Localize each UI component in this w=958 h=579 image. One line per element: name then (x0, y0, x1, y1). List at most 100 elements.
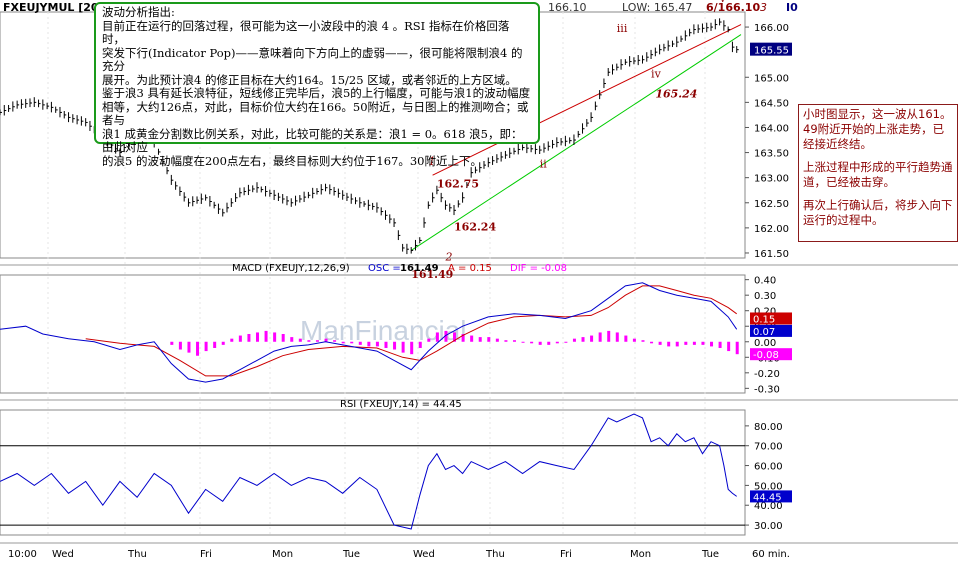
macd-histogram-bar (213, 341, 217, 348)
macd-histogram-bar (307, 340, 311, 342)
wave-analysis-note: 波动分析指出: 目前正在运行的回落过程，很可能为这一小波段中的浪 4 。RSI … (94, 2, 540, 167)
macd-histogram-bar (478, 337, 482, 342)
macd-histogram-bar (598, 332, 602, 342)
wave-annotation: iv (651, 67, 662, 80)
x-tick-label: Tue (342, 549, 360, 560)
macd-histogram-bar (170, 341, 174, 345)
macd-histogram-bar (435, 332, 439, 342)
wave-annotation: 162.24 (454, 220, 496, 233)
analysis-line: 的浪5 的波动幅度在200点左右，最终目标则大约位于167。30附近上下。 (102, 153, 483, 168)
x-tick-label: Thu (485, 549, 505, 560)
macd-histogram-bar (341, 341, 345, 344)
macd-histogram-bar (718, 341, 722, 348)
wave-annotation: v (719, 0, 727, 5)
macd-histogram-bar (547, 341, 551, 345)
wave-annotation: iii (617, 22, 628, 35)
macd-histogram-bar (701, 341, 705, 345)
macd-histogram-bar (487, 337, 491, 342)
price-tick-label: 161.50 (754, 249, 789, 260)
wave-annotation: 165.24 (655, 87, 697, 100)
macd-value-tag-label: 0.07 (753, 327, 775, 338)
price-tick-label: 162.50 (754, 199, 789, 210)
analysis-line: 目前正在运行的回落过程，很可能为这一小波段中的浪 4 。RSI 指标在价格回落时… (102, 18, 510, 46)
x-tick-label: Wed (413, 549, 435, 560)
date-hint-prefix: 6/ (706, 1, 718, 14)
macd-histogram-bar (178, 341, 182, 350)
analysis-line: 展开。为此预计浪4 的修正目标在大约164。15/25 区域，或者邻近的上方区域… (102, 72, 517, 87)
macd-histogram-bar (273, 332, 277, 342)
macd-histogram-bar (410, 341, 414, 355)
analysis-line: 相等，大约126点，对此，目标价位大约在166。50附近，与日图上的推测吻合；或… (102, 99, 529, 127)
trailing-label: I0 (786, 1, 798, 14)
x-tick-label: Mon (272, 549, 293, 560)
macd-histogram-bar (427, 338, 431, 342)
macd-histogram-bar (384, 341, 388, 348)
macd-value-tag (750, 348, 792, 361)
last-price-header: 166.10 (548, 1, 587, 14)
macd-histogram-bar (641, 340, 645, 342)
macd-histogram-bar (230, 338, 234, 342)
macd-histogram-bar (453, 332, 457, 342)
macd-histogram-bar (470, 335, 474, 342)
macd-histogram-bar (692, 341, 696, 345)
price-tick-label: 165.00 (754, 73, 789, 84)
macd-histogram-bar (684, 341, 688, 345)
macd-histogram-bar (333, 340, 337, 342)
macd-value-tag (750, 312, 792, 325)
macd-histogram-bar (658, 341, 662, 345)
macd-value-tag-label: -0.08 (753, 350, 779, 361)
x-tick-label: Fri (560, 549, 572, 560)
macd-histogram-bar (538, 341, 542, 345)
rsi-tick-label: 80.00 (754, 422, 783, 433)
macd-histogram-bar (512, 340, 516, 342)
macd-histogram-bar (444, 330, 448, 342)
wave-annotation: 162.75 (437, 178, 479, 191)
macd-histogram-bar (667, 341, 671, 347)
macd-histogram-bar (290, 337, 294, 342)
price-tick-label: 163.50 (754, 149, 789, 160)
macd-histogram-bar (238, 335, 242, 342)
x-tick-label: Wed (52, 549, 74, 560)
macd-histogram-bar (624, 335, 628, 342)
macd-histogram-bar (504, 340, 508, 342)
macd-histogram-bar (393, 341, 397, 350)
wave-annotation: 2 (444, 251, 452, 264)
macd-histogram-bar (615, 332, 619, 342)
macd-tick-label: 0.40 (754, 276, 776, 287)
macd-tick-label: 0.30 (754, 291, 776, 302)
rsi-value-tag (750, 490, 792, 503)
rsi-tick-label: 60.00 (754, 462, 783, 473)
x-tick-label: Tue (701, 549, 719, 560)
high-price-value: 166.10 (717, 1, 761, 14)
low-price-label: LOW: 165.47 (622, 1, 693, 14)
macd-histogram-bar (418, 341, 422, 348)
macd-histogram-bar (461, 334, 465, 342)
rsi-tick-label: 50.00 (754, 481, 783, 492)
macd-dif-label: DIF = -0.08 (510, 263, 567, 274)
macd-histogram-bar (590, 335, 594, 342)
macd-histogram-bar (555, 341, 559, 344)
summary-paragraph: 小时图显示，这一波从161。49附近开始的上涨走势，已经接近终结。 (803, 107, 952, 151)
chart-symbol-title: FXEUJYMUL [20 (3, 1, 99, 14)
wave-top-label: 3 (760, 1, 767, 14)
macd-histogram-bar (255, 332, 259, 342)
macd-osc-value: 161.49 (400, 263, 439, 274)
hourly-summary-note: 小时图显示，这一波从161。49附近开始的上涨走势，已经接近终结。 上涨过程中形… (798, 104, 958, 242)
macd-histogram-bar (298, 338, 302, 342)
wave-annotation: ii (540, 158, 548, 171)
analysis-line: 浪1 成黄金分割数比例关系，对此，比较可能的关系是：浪1 = 0。618 浪5，… (102, 126, 523, 154)
last-price-label: 165.55 (754, 46, 789, 57)
macd-histogram-bar (727, 341, 731, 352)
macd-histogram-bar (495, 338, 499, 342)
analysis-line: 突发下行(Indicator Pop)——意味着向下方向上的虚弱——，很可能将限… (102, 45, 523, 73)
macd-tick-label: 0.00 (754, 338, 776, 349)
macd-osc-label: OSC = (368, 263, 401, 274)
macd-histogram-bar (530, 341, 534, 344)
macd-histogram-bar (572, 338, 576, 342)
macd-title: MACD (FXEUJY,12,26,9) (232, 263, 350, 274)
rsi-line (0, 413, 737, 530)
macd-histogram-bar (187, 341, 191, 353)
macd-panel-frame (0, 274, 746, 394)
macd-histogram-bar (521, 341, 525, 343)
